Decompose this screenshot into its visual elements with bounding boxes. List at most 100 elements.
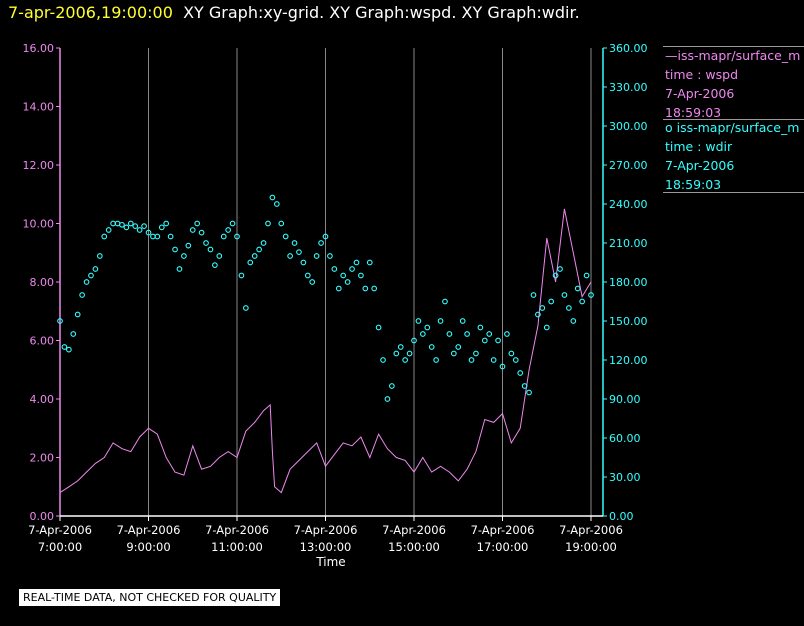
data-point-wdir (273, 201, 280, 207)
data-point-wdir (101, 233, 108, 240)
data-point-wdir (512, 357, 519, 363)
x-tick-date: 7-Apr-2006 (382, 523, 446, 537)
quality-note: REAL-TIME DATA, NOT CHECKED FOR QUALITY (19, 589, 281, 606)
data-point-wdir (163, 220, 170, 227)
data-point-wdir (570, 318, 577, 324)
data-point-wdir (265, 220, 271, 227)
data-point-wdir (212, 262, 218, 268)
data-point-wdir (335, 285, 342, 292)
right-tick-label: 90.00 (609, 393, 641, 406)
x-tick-time: 7:00:00 (38, 540, 82, 554)
data-point-wdir (189, 227, 196, 233)
data-point-wdir (486, 331, 493, 337)
data-point-wdir (530, 292, 537, 298)
legend-wspd-date: 7-Apr-2006 (665, 86, 735, 101)
data-point-wdir (331, 266, 338, 272)
data-point-wdir (92, 266, 99, 272)
data-point-wdir (194, 220, 201, 227)
right-tick-label: 330.00 (609, 81, 648, 94)
series-line-wspd (59, 208, 592, 494)
data-point-wdir (269, 194, 276, 201)
data-point-wdir (260, 240, 267, 246)
left-tick-label: 6.00 (30, 335, 55, 348)
data-point-wdir (539, 305, 546, 311)
data-point-wdir (437, 318, 444, 324)
data-point-wdir (579, 298, 586, 305)
right-tick-label: 120.00 (609, 354, 648, 367)
data-point-wdir (207, 246, 214, 253)
data-point-wdir (105, 227, 112, 233)
left-tick-label: 14.00 (23, 101, 55, 114)
data-point-wdir (145, 229, 152, 236)
legend-wspd-source: —iss-mapr/surface_m (665, 48, 801, 63)
data-point-wdir (583, 272, 590, 279)
data-point-wdir (477, 324, 484, 331)
data-point-wdir (490, 357, 497, 363)
data-point-wdir (83, 279, 90, 285)
data-point-wdir (300, 259, 307, 266)
right-tick-label: 60.00 (609, 432, 641, 445)
data-point-wdir (74, 311, 81, 318)
data-point-wdir (327, 253, 333, 259)
data-point-wdir (526, 389, 532, 396)
right-tick-label: 210.00 (609, 237, 648, 250)
data-point-wdir (158, 224, 165, 231)
legend-wdir: o iss-mapr/surface_m time : wdir 7-Apr-2… (665, 119, 804, 195)
data-point-wdir (464, 331, 470, 337)
data-point-wdir (70, 331, 77, 337)
data-point-wdir (96, 253, 103, 259)
right-tick-label: 300.00 (609, 120, 648, 133)
data-point-wdir (344, 279, 351, 285)
data-point-wdir (446, 331, 453, 337)
data-point-wdir (517, 370, 524, 376)
data-point-wdir (172, 246, 178, 253)
x-tick-date: 7-Apr-2006 (471, 523, 535, 537)
data-point-wdir (424, 324, 431, 331)
data-point-wdir (375, 324, 382, 331)
data-point-wdir (61, 344, 68, 350)
left-tick-label: 4.00 (30, 393, 55, 406)
x-tick-time: 13:00:00 (300, 540, 352, 554)
grid-lines (148, 48, 592, 516)
data-point-wdir (566, 305, 572, 311)
data-point-wdir (495, 337, 501, 344)
data-point-wdir (384, 396, 391, 402)
legend-divider (663, 46, 804, 47)
x-tick-date: 7-Apr-2006 (117, 523, 181, 537)
right-tick-label: 180.00 (609, 276, 648, 289)
data-point-wdir (287, 253, 293, 259)
data-point-wdir (548, 298, 555, 305)
data-point-wdir (420, 331, 426, 337)
data-point-wdir (296, 249, 302, 255)
left-tick-label: 2.00 (30, 452, 55, 465)
graph-list: XY Graph:xy-grid. XY Graph:wspd. XY Grap… (183, 3, 580, 22)
data-point-wdir (203, 240, 209, 246)
series-group (57, 194, 594, 494)
data-point-wdir (141, 223, 147, 229)
data-point-wdir (225, 227, 231, 233)
legend-divider (663, 192, 804, 193)
data-point-wdir (415, 318, 422, 324)
legend-wspd-time: 18:59:03 (665, 105, 722, 120)
data-point-wdir (318, 240, 324, 246)
data-point-wdir (167, 233, 174, 240)
data-point-wdir (349, 266, 355, 272)
data-point-wdir (455, 344, 462, 350)
x-tick-date: 7-Apr-2006 (294, 523, 358, 537)
left-tick-label: 0.00 (30, 510, 55, 523)
x-tick-time: 9:00:00 (126, 540, 170, 554)
legend-wdir-source: o iss-mapr/surface_m (665, 120, 800, 135)
right-tick-label: 30.00 (609, 471, 641, 484)
data-point-wdir (459, 318, 466, 324)
data-point-wdir (123, 224, 130, 231)
data-point-wdir (406, 350, 413, 357)
data-point-wdir (481, 337, 488, 344)
data-point-wdir (256, 246, 262, 253)
data-point-wdir (411, 337, 417, 344)
x-tick-date: 7-Apr-2006 (28, 523, 92, 537)
right-tick-label: 360.00 (609, 42, 648, 55)
axes (59, 48, 604, 517)
legend-divider (663, 119, 804, 120)
right-tick-label: 240.00 (609, 198, 648, 211)
